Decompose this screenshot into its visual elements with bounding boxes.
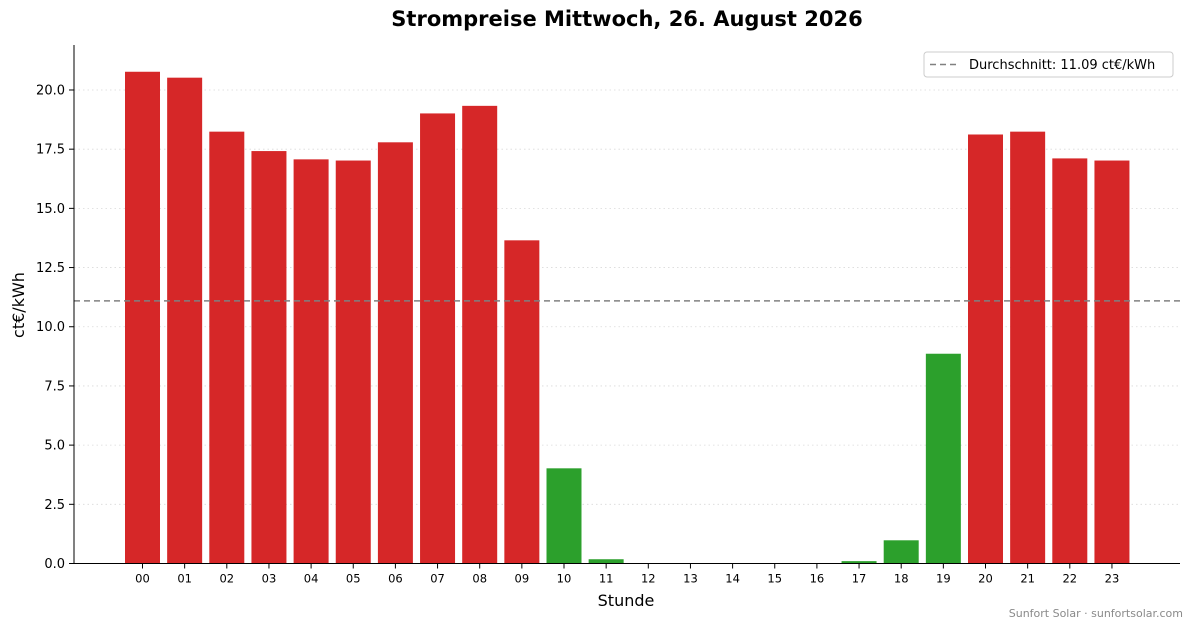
- y-tick-label: 0.0: [44, 557, 65, 572]
- x-tick-label: 11: [599, 572, 614, 586]
- y-tick-label: 2.5: [44, 498, 65, 513]
- bars-group: [125, 71, 1130, 564]
- x-tick-label: 13: [683, 572, 698, 586]
- bar-hour-09: [504, 240, 540, 564]
- x-tick-label: 08: [472, 572, 487, 586]
- bar-hour-22: [1052, 158, 1088, 564]
- bar-hour-02: [209, 131, 245, 564]
- bar-hour-07: [420, 113, 456, 564]
- bar-hour-11: [588, 559, 624, 564]
- x-tick-label: 22: [1062, 572, 1077, 586]
- axes: [73, 45, 1180, 564]
- x-ticks: 00 01 02 03 04 05 06 07 08 09 10 11 12 13 14 15 16 17 18 19…: [135, 563, 1120, 586]
- bar-hour-10: [546, 468, 582, 564]
- bar-hour-18: [883, 540, 919, 564]
- x-tick-label: 02: [219, 572, 234, 586]
- bar-hour-17: [841, 561, 877, 564]
- bar-hour-21: [1010, 131, 1046, 564]
- y-tick-label: 15.0: [36, 202, 65, 217]
- x-tick-label: 17: [852, 572, 867, 586]
- x-tick-label: 15: [767, 572, 782, 586]
- y-axis-label: ct€/kWh: [9, 272, 28, 338]
- y-tick-label: 10.0: [36, 320, 65, 335]
- y-tick-label: 7.5: [44, 379, 65, 394]
- y-ticks: 0.0 2.5 5.0 7.5 10.0 12.5 15.0 17.5 20.0: [36, 83, 74, 572]
- x-tick-label: 14: [725, 572, 740, 586]
- legend-box: [923, 51, 1174, 78]
- bar-hour-23: [1094, 160, 1130, 564]
- x-tick-label: 03: [262, 572, 277, 586]
- y-tick-label: 17.5: [36, 143, 65, 158]
- bar-hour-04: [293, 159, 329, 564]
- x-tick-label: 12: [641, 572, 656, 586]
- x-tick-label: 20: [978, 572, 993, 586]
- x-tick-label: 01: [177, 572, 192, 586]
- x-tick-label: 00: [135, 572, 150, 586]
- y-tick-label: 12.5: [36, 261, 65, 276]
- bar-hour-19: [925, 353, 961, 564]
- x-tick-label: 04: [304, 572, 319, 586]
- x-tick-label: 21: [1020, 572, 1035, 586]
- x-tick-label: 19: [936, 572, 951, 586]
- x-tick-label: 06: [388, 572, 403, 586]
- legend-average-label: Durchschnitt: 11.09 ct€/kWh: [969, 58, 1155, 73]
- x-tick-label: 09: [515, 572, 530, 586]
- x-tick-label: 10: [557, 572, 572, 586]
- x-tick-label: 16: [810, 572, 825, 586]
- x-tick-label: 07: [430, 572, 445, 586]
- x-tick-label: 23: [1105, 572, 1120, 586]
- y-tick-label: 20.0: [36, 83, 65, 98]
- bar-hour-06: [377, 142, 413, 564]
- bar-hour-20: [968, 134, 1003, 564]
- x-tick-label: 05: [346, 572, 361, 586]
- bar-hour-05: [335, 160, 371, 564]
- bar-hour-03: [251, 151, 287, 564]
- x-axis-label: Stunde: [598, 591, 655, 610]
- bar-hour-08: [462, 105, 498, 564]
- y-tick-label: 5.0: [44, 439, 65, 454]
- chart-title: Strompreise Mittwoch, 26. August 2026: [391, 7, 862, 31]
- legend: Durchschnitt: 11.09 ct€/kWh: [923, 51, 1174, 78]
- bar-hour-01: [167, 77, 203, 564]
- x-tick-label: 18: [894, 572, 909, 586]
- footer-credit: Sunfort Solar · sunfortsolar.com: [1009, 607, 1183, 620]
- bar-hour-00: [125, 71, 160, 564]
